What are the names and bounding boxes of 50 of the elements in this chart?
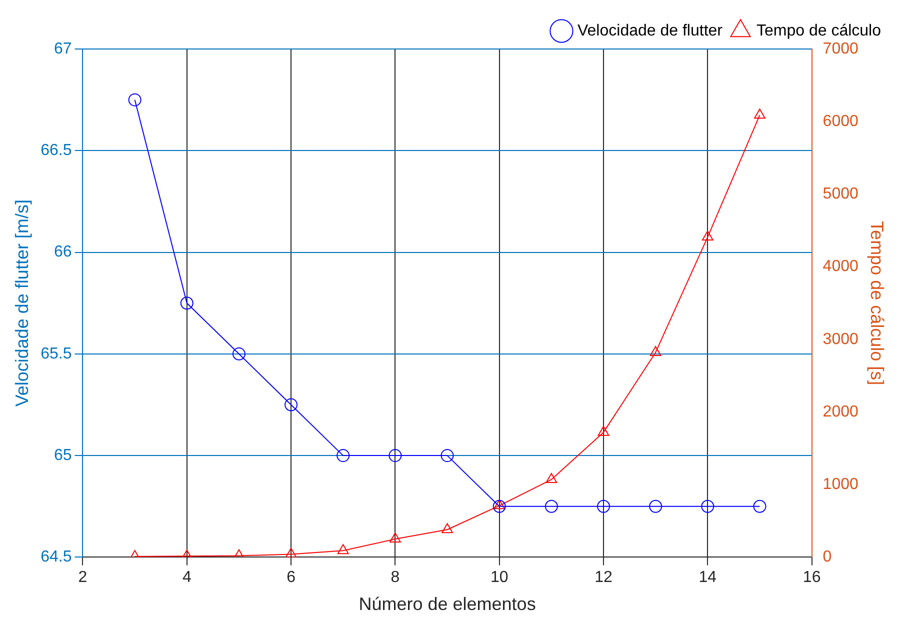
legend-label: Tempo de cálculo: [756, 22, 882, 40]
point: [180, 296, 194, 310]
point: [442, 523, 453, 534]
y2-tick-label: 1000: [822, 476, 858, 494]
y-tick-label: 67: [54, 40, 72, 58]
y-tick-label: 65: [54, 446, 72, 464]
y2-tick-label: 0: [822, 548, 832, 566]
point: [492, 500, 506, 513]
point: [649, 500, 662, 513]
point: [753, 500, 766, 513]
point: [598, 426, 610, 436]
y2-tick-label: 3000: [822, 330, 858, 348]
y2-tick-label: 4000: [822, 258, 858, 276]
point: [494, 499, 506, 510]
point: [544, 500, 558, 513]
point: [128, 93, 142, 106]
point: [232, 347, 246, 360]
x-tick-label: 8: [390, 569, 400, 586]
point: [337, 544, 349, 554]
point: [284, 398, 298, 412]
x-tick-label: 6: [286, 569, 296, 586]
y2-tick-label: 7000: [822, 40, 858, 58]
x-tick-label: 12: [594, 569, 612, 586]
x-tick-label: 4: [182, 569, 192, 586]
point: [702, 230, 714, 241]
y2-axis-title: Tempo de cálculo [s]: [867, 221, 888, 386]
x-tick-label: 16: [802, 569, 821, 586]
point: [546, 473, 558, 484]
point: [597, 500, 610, 513]
y-tick-label: 66: [54, 244, 72, 261]
x-axis-title: Número de elementos: [358, 594, 536, 614]
point: [233, 549, 245, 558]
y-axis-title: Velocidade de flutter [m/s]: [12, 200, 32, 407]
x-tick-label: 2: [78, 569, 88, 586]
legend-label: Velocidade de flutter: [577, 22, 724, 40]
y2-tick-label: 6000: [822, 113, 858, 130]
x-tick-label: 10: [490, 569, 508, 586]
y-tick-label: 65.5: [40, 345, 72, 362]
y2-tick-label: 2000: [822, 403, 858, 420]
point: [390, 532, 401, 543]
point: [336, 449, 350, 462]
y2-tick-label: 5000: [822, 186, 858, 203]
y-tick-label: 64.5: [40, 548, 72, 566]
point: [388, 449, 402, 462]
point: [754, 108, 766, 119]
point: [440, 449, 454, 462]
x-tick-label: 14: [698, 569, 717, 586]
point: [650, 346, 662, 356]
y-tick-label: 66.5: [40, 142, 72, 160]
point: [701, 500, 714, 513]
